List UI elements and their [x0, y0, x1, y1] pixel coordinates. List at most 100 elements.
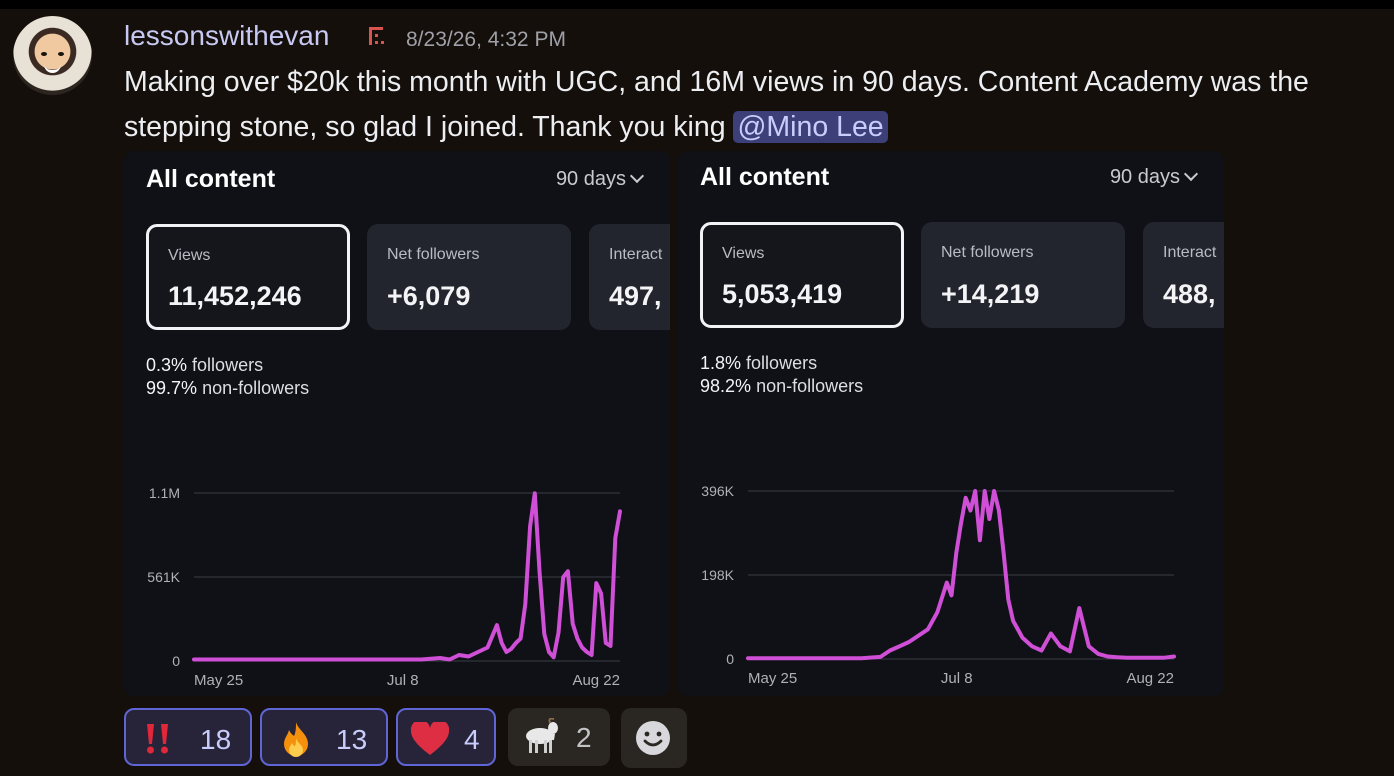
data-point: [211, 657, 215, 662]
message-timestamp: 8/23/26, 4:32 PM: [406, 28, 566, 51]
data-point: [822, 656, 826, 660]
stat-interactions: Interact 488,: [1143, 222, 1224, 328]
series-line: [192, 491, 622, 662]
stat-label: Net followers: [387, 246, 480, 263]
data-point: [1172, 654, 1176, 659]
x-tick-label: Aug 22: [572, 672, 620, 689]
y-tick-label: 0: [726, 651, 734, 667]
reaction-goat[interactable]: 2: [508, 708, 610, 766]
y-tick-label: 1.1M: [149, 485, 180, 501]
stat-value: 497,: [609, 281, 662, 311]
stat-label: Views: [168, 247, 211, 264]
reaction-fire[interactable]: 13: [260, 708, 388, 766]
card-title: All content: [146, 165, 276, 193]
data-point: [784, 656, 788, 660]
data-point: [608, 644, 613, 648]
chevron-down-icon: [629, 168, 645, 184]
data-point: [613, 536, 617, 540]
reaction-count: 13: [336, 724, 368, 755]
data-point: [575, 636, 579, 641]
data-point: [959, 521, 963, 525]
user-mention[interactable]: @Mino Lee: [733, 111, 888, 143]
smiley-add-reaction-icon: [636, 721, 670, 755]
message-body: Making over $20k this month with UGC, an…: [124, 60, 1389, 150]
data-point: [594, 581, 598, 585]
data-point: [765, 656, 769, 660]
data-point: [1068, 649, 1072, 653]
data-point: [964, 496, 968, 500]
data-point: [841, 656, 845, 660]
data-point: [268, 657, 272, 662]
goat-icon: [526, 718, 558, 753]
followers-pct: 1.8%: [700, 353, 742, 373]
data-point: [343, 657, 348, 662]
data-point: [907, 640, 911, 644]
data-point: [1002, 551, 1006, 555]
data-point: [466, 654, 471, 659]
data-point: [547, 650, 551, 654]
stat-value: +14,219: [941, 279, 1040, 309]
avatar-eye-right: [58, 52, 64, 56]
followers-label: followers: [192, 355, 264, 375]
data-point: [926, 627, 930, 631]
data-point: [590, 653, 594, 657]
reaction-double-exclamation[interactable]: 18: [124, 708, 252, 766]
analytics-screenshot-1[interactable]: All content 90 days Views 11,452,246 Net…: [124, 151, 670, 696]
stat-interactions: Interact 497,: [589, 224, 670, 330]
data-point: [1006, 598, 1010, 602]
data-point: [1096, 652, 1100, 656]
role-badge-icon[interactable]: [368, 26, 386, 46]
data-point: [230, 657, 234, 662]
stat-value: 5,053,419: [722, 279, 843, 309]
stat-label: Interact: [1163, 244, 1217, 261]
reaction-count: 2: [576, 722, 592, 753]
x-tick-label: Jul 8: [387, 672, 419, 689]
series-line: [746, 489, 1176, 661]
data-point: [1115, 655, 1119, 659]
data-point: [1030, 644, 1034, 648]
followers-label: followers: [746, 353, 818, 373]
audience-followers: 1.8% followers: [700, 353, 817, 374]
avatar-smile: [44, 63, 61, 73]
add-reaction-button[interactable]: [621, 708, 687, 768]
data-point: [192, 657, 196, 662]
data-point: [1058, 644, 1062, 648]
data-point: [878, 655, 883, 659]
data-point: [803, 656, 807, 660]
data-point: [500, 641, 504, 645]
chevron-down-icon: [1183, 166, 1199, 182]
username[interactable]: lessonswithevan: [124, 20, 330, 51]
data-point: [1125, 656, 1129, 660]
message-text: Making over $20k this month with UGC, an…: [124, 66, 1309, 143]
views-line-chart: 0 198K 396K May 25 Jul 8 Aug 22: [701, 483, 1176, 687]
analytics-screenshot-2[interactable]: All content 90 days Views 5,053,419 Net …: [678, 151, 1224, 696]
stat-net-followers: Net followers +6,079: [367, 224, 571, 330]
data-point: [528, 524, 532, 528]
data-point: [287, 657, 291, 662]
data-point: [1011, 619, 1015, 623]
avatar-eye-left: [41, 52, 47, 56]
y-tick-label: 0: [172, 653, 180, 669]
stat-label: Net followers: [941, 244, 1034, 261]
data-point: [561, 575, 565, 579]
data-point: [1144, 656, 1148, 660]
reaction-heart[interactable]: 4: [396, 708, 496, 766]
data-point: [381, 657, 385, 662]
heart-icon: [410, 722, 450, 755]
data-point: [476, 650, 480, 654]
data-point: [599, 592, 603, 596]
y-tick-label: 396K: [701, 483, 734, 499]
data-point: [618, 509, 622, 513]
nonfollowers-label: non-followers: [202, 378, 310, 398]
data-point: [448, 657, 452, 662]
data-point: [973, 489, 977, 493]
x-tick-label: May 25: [194, 672, 243, 689]
stat-value: 488,: [1163, 279, 1216, 309]
data-point: [978, 538, 982, 542]
range-label: 90 days: [1109, 166, 1180, 188]
data-point: [746, 656, 750, 660]
stat-label: Interact: [609, 246, 663, 263]
data-point: [495, 623, 499, 627]
user-avatar[interactable]: [13, 16, 92, 95]
data-point: [1039, 648, 1044, 653]
